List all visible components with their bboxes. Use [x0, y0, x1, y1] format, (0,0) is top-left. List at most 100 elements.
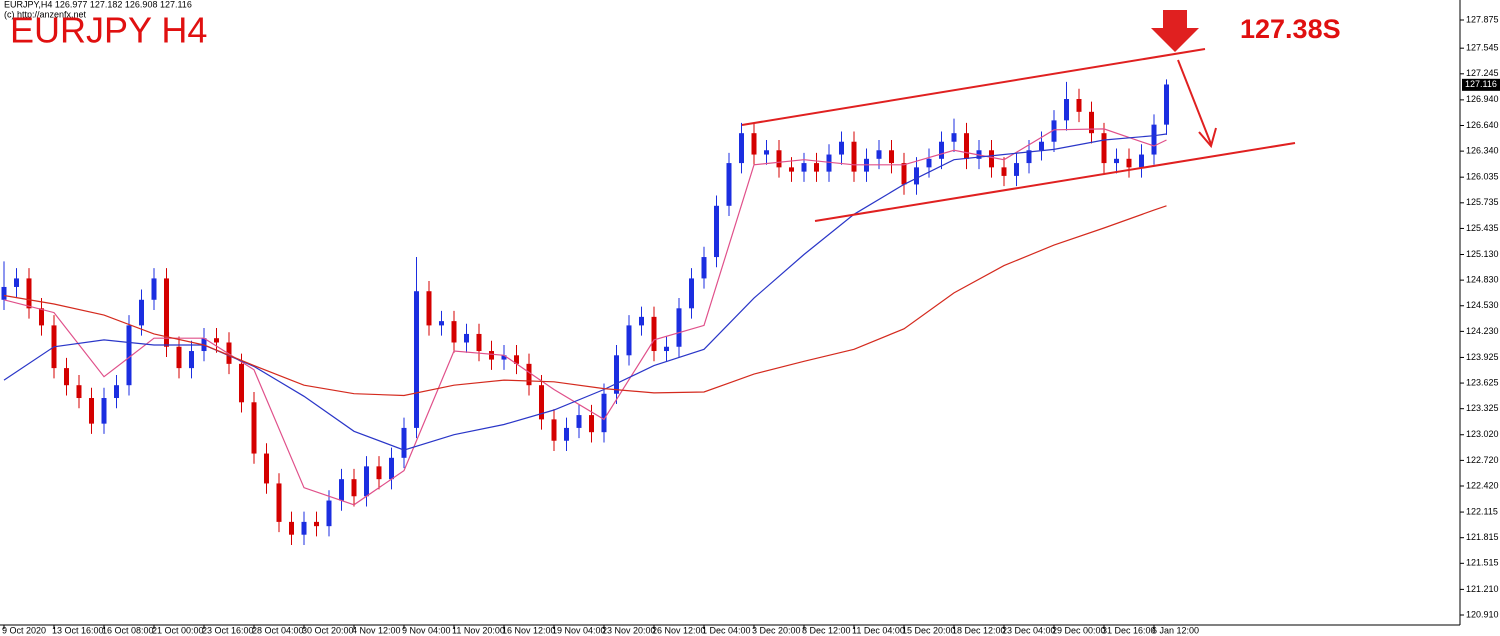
last-price-label: 127.116 [1465, 79, 1497, 89]
candle-body [789, 167, 794, 172]
x-tick-label: 9 Oct 2020 [2, 625, 46, 635]
y-tick-label: 121.210 [1466, 584, 1499, 594]
candle-body [539, 385, 544, 420]
candle-body [614, 355, 619, 394]
y-tick-label: 126.340 [1466, 145, 1499, 155]
x-tick-label: 26 Nov 12:00 [652, 625, 706, 635]
sell-arrow [1151, 10, 1199, 52]
forecast-arrowhead [1198, 127, 1217, 149]
last-price-box [1462, 78, 1500, 91]
candle-body [826, 154, 832, 172]
candle-body [989, 150, 994, 168]
candle-body [726, 163, 732, 206]
moving-average [3, 205, 1167, 397]
candle-body [264, 453, 269, 484]
candle-body [1064, 99, 1069, 121]
candle-body [126, 325, 132, 386]
candle-body [26, 278, 32, 309]
candle-body [1, 286, 7, 300]
candle-body [39, 308, 44, 326]
candle-body [176, 346, 182, 369]
candle-body [389, 457, 394, 480]
candle-body [714, 205, 719, 258]
candle-body [689, 278, 694, 309]
y-tick-label: 123.020 [1466, 429, 1499, 439]
candle-body [276, 483, 282, 522]
y-tick-label: 127.545 [1466, 43, 1499, 53]
candle-body [251, 402, 257, 454]
candle-body [814, 163, 819, 172]
candle-body [576, 415, 582, 428]
candle-body [214, 338, 219, 343]
candle-body [1076, 99, 1082, 112]
candle-body [426, 291, 432, 326]
candle-body [1151, 124, 1157, 155]
channel-upper [741, 48, 1206, 126]
candle-body [1039, 141, 1044, 151]
x-tick-label: 29 Dec 00:00 [1052, 625, 1106, 635]
y-tick-label: 124.230 [1466, 326, 1499, 336]
y-tick-label: 121.515 [1466, 558, 1499, 568]
candle-body [526, 363, 532, 386]
y-tick-label: 126.940 [1466, 94, 1499, 104]
y-tick-label: 122.420 [1466, 480, 1499, 490]
x-tick-label: 11 Dec 04:00 [852, 625, 905, 635]
candle-body [1114, 158, 1119, 164]
candle-body [639, 316, 644, 326]
candle-body [626, 325, 632, 356]
candle-body [951, 133, 957, 142]
candle-body [364, 466, 369, 497]
candle-body [76, 385, 82, 399]
candle-body [1014, 163, 1019, 176]
candle-body [964, 133, 969, 159]
candle-body [739, 133, 744, 164]
candle-body [1001, 167, 1007, 176]
candle-body [676, 308, 682, 347]
candle-body [564, 427, 569, 441]
x-tick-label: 23 Dec 04:00 [1002, 625, 1056, 635]
candle-body [589, 415, 594, 433]
candle-body [226, 342, 232, 364]
x-tick-label: 9 Nov 04:00 [402, 625, 451, 635]
candle-body [451, 321, 457, 343]
y-tick-label: 126.640 [1466, 120, 1499, 130]
y-tick-label: 124.830 [1466, 274, 1499, 284]
candle-body [401, 427, 407, 458]
x-tick-label: 6 Jan 12:00 [1152, 625, 1199, 635]
candle-body [114, 385, 119, 399]
candle-body [1089, 111, 1094, 134]
x-tick-label: 28 Oct 04:00 [252, 625, 304, 635]
candle-body [776, 150, 782, 168]
candle-body [139, 299, 144, 326]
candle-body [101, 398, 107, 424]
y-tick-label: 125.435 [1466, 223, 1499, 233]
candle-body [339, 479, 344, 501]
y-tick-label: 122.720 [1466, 455, 1499, 465]
candle-body [439, 321, 444, 326]
candle-body [876, 150, 882, 159]
y-tick-label: 121.815 [1466, 532, 1499, 542]
y-tick-label: 123.625 [1466, 377, 1499, 387]
candle-body [926, 158, 932, 168]
x-tick-label: 8 Dec 12:00 [802, 625, 851, 635]
x-tick-label: 16 Nov 12:00 [502, 625, 556, 635]
x-tick-label: 19 Nov 04:00 [552, 625, 606, 635]
candle-body [351, 479, 357, 497]
candle-body [501, 355, 507, 360]
x-tick-label: 18 Dec 12:00 [952, 625, 1006, 635]
x-tick-label: 3 Dec 20:00 [752, 625, 801, 635]
candle-body [1164, 84, 1169, 125]
x-tick-label: 30 Oct 20:00 [302, 625, 354, 635]
y-tick-label: 124.530 [1466, 300, 1499, 310]
x-tick-label: 16 Oct 08:00 [102, 625, 154, 635]
candle-body [1101, 133, 1107, 164]
candle-body [164, 278, 169, 347]
moving-average [3, 128, 1167, 506]
candle-body [326, 500, 332, 527]
copyright: (c) http://anzenfx.net [4, 9, 87, 19]
candle-body [664, 346, 669, 352]
x-tick-label: 1 Dec 04:00 [702, 625, 751, 635]
candle-body [89, 398, 94, 424]
y-tick-label: 123.925 [1466, 352, 1499, 362]
